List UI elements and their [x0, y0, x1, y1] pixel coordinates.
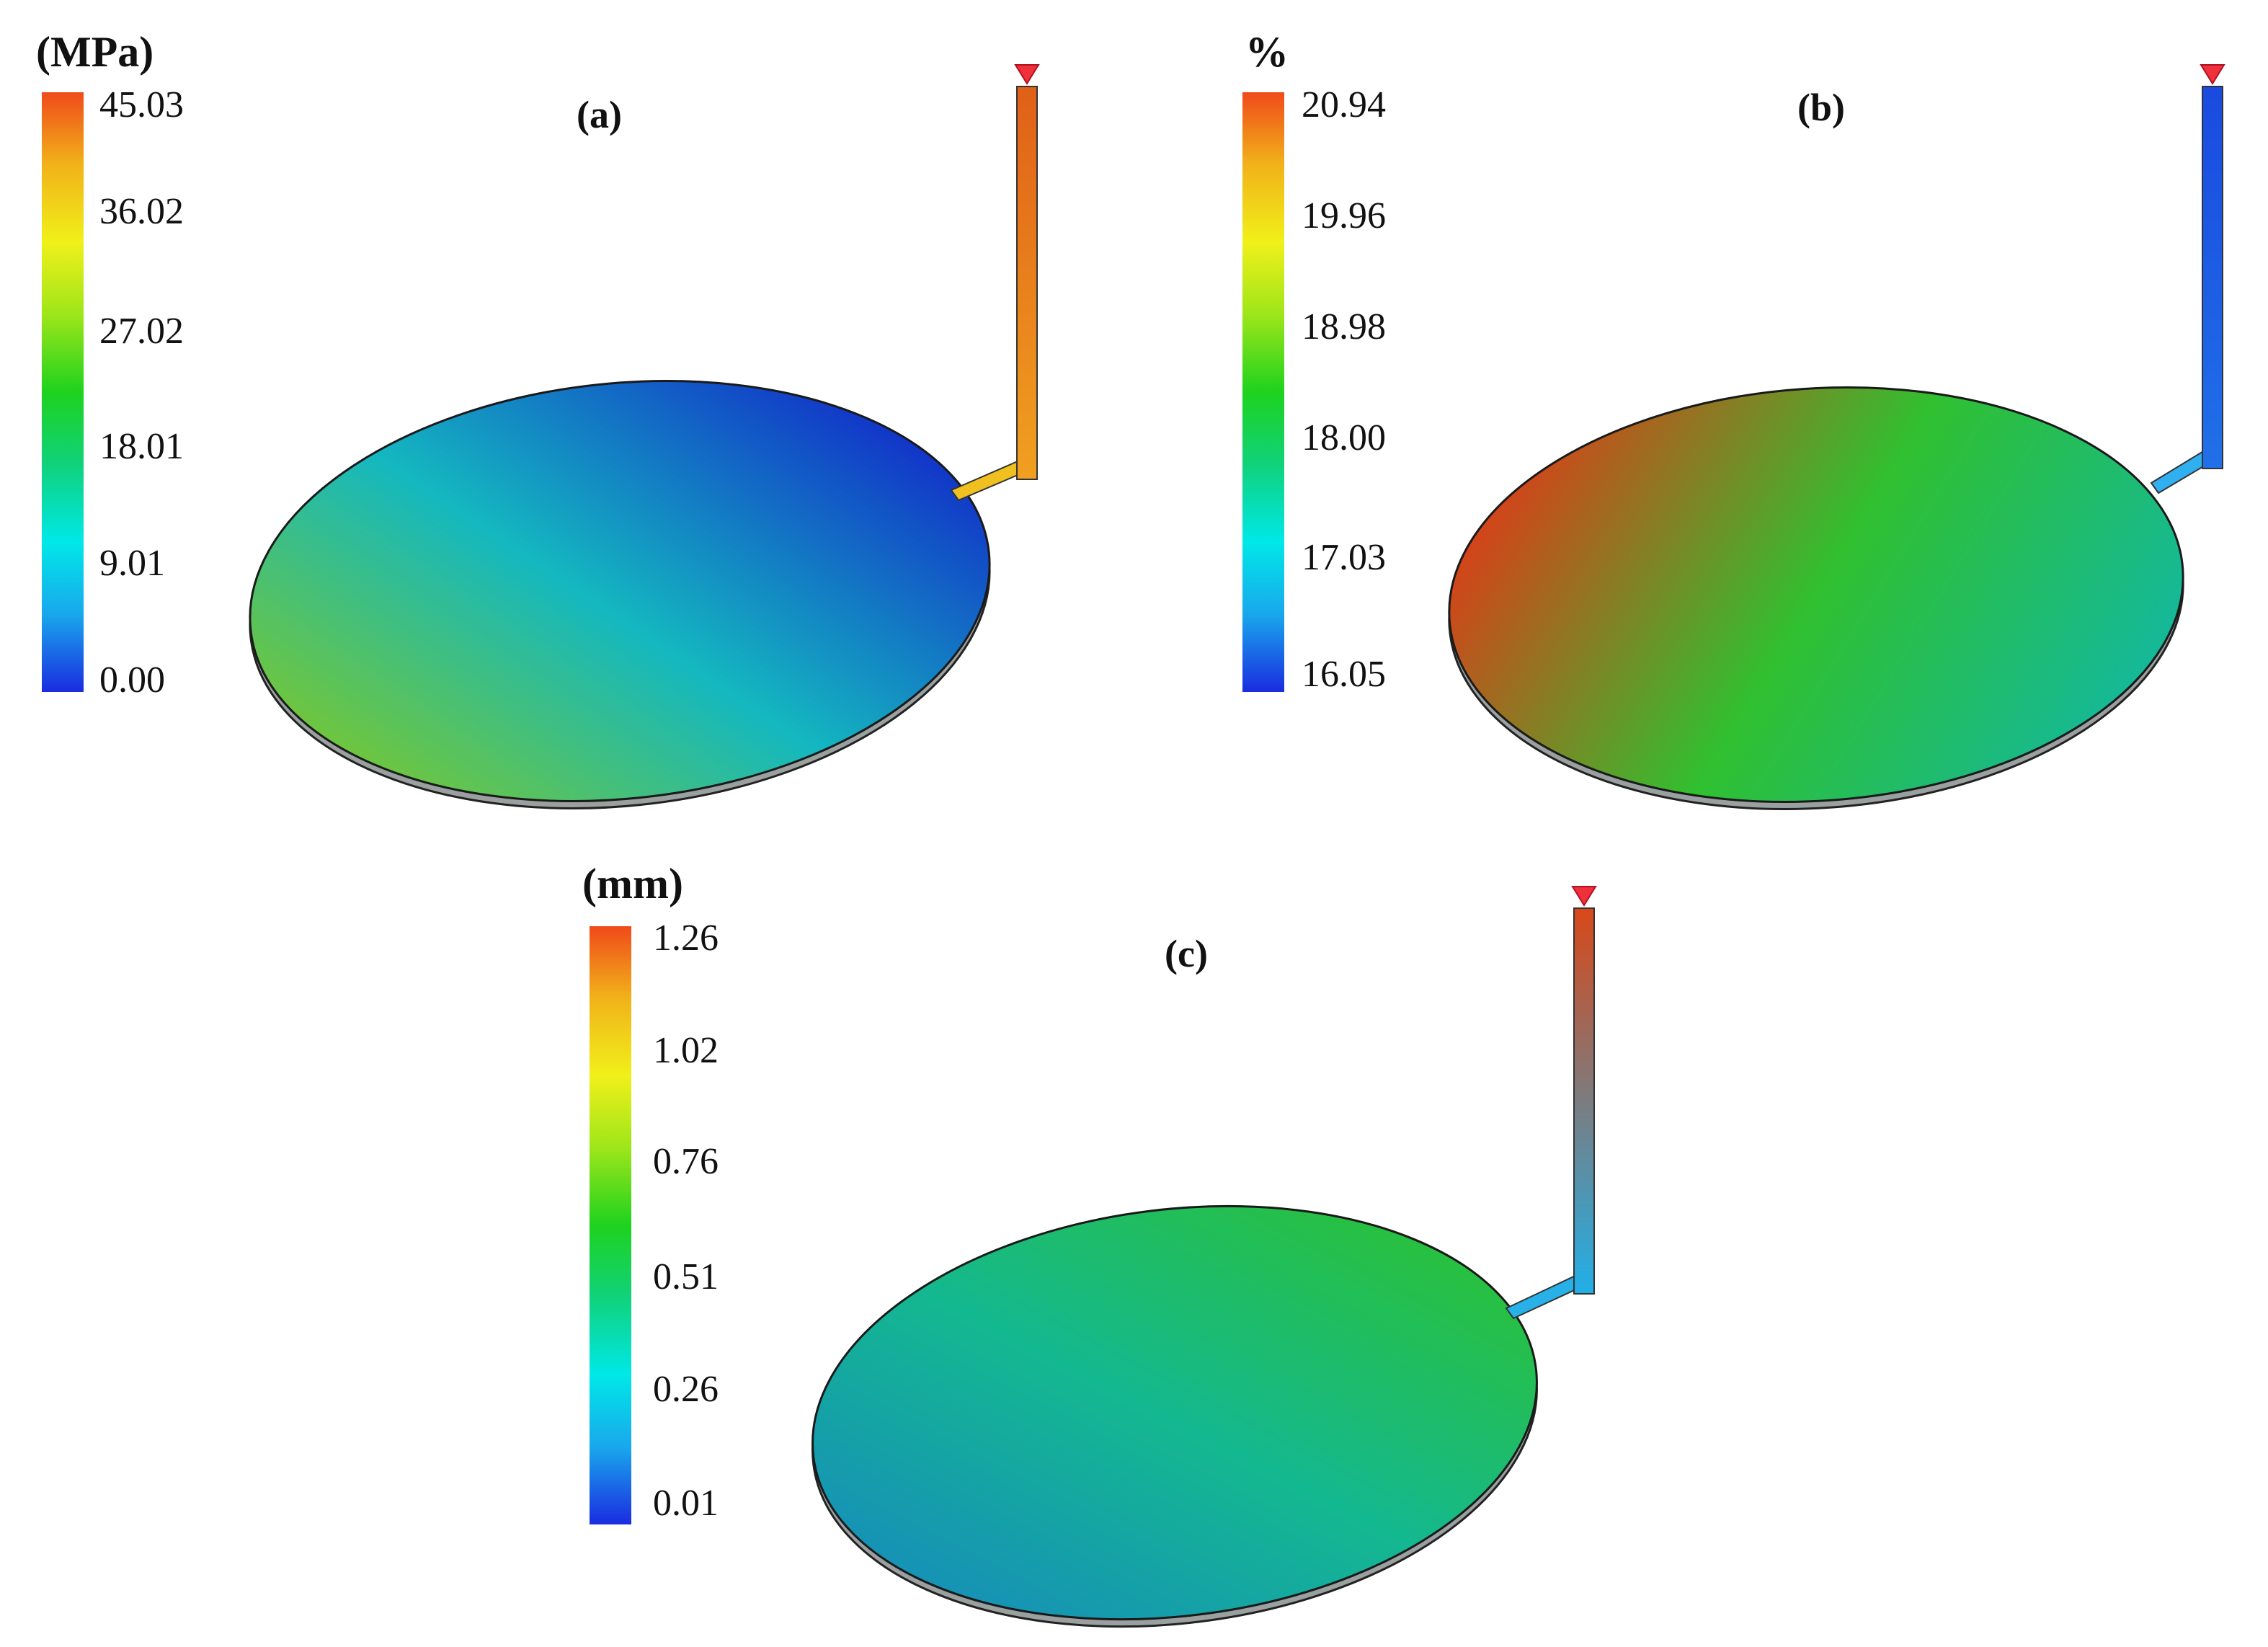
panel-label: (c)	[1165, 932, 1208, 975]
colorbar	[42, 92, 84, 692]
panel-label: (b)	[1797, 86, 1845, 129]
colorbar-tick-label: 16.05	[1302, 654, 1386, 695]
plate-surface	[249, 380, 991, 802]
colorbar-unit-label: (MPa)	[36, 28, 154, 76]
plate-surface	[811, 1204, 1538, 1621]
colorbar	[590, 926, 631, 1524]
colorbar-tick-label: 0.26	[653, 1369, 719, 1410]
molded-part-render	[249, 64, 1040, 809]
colorbar-tick-label: 0.51	[653, 1256, 719, 1297]
injection-point-marker	[1014, 64, 1040, 85]
sprue	[1016, 86, 1038, 480]
colorbar-tick-label: 0.00	[99, 660, 165, 701]
colorbar-unit-label: (mm)	[582, 860, 683, 907]
plate-surface	[1448, 386, 2184, 804]
colorbar-tick-label: 9.01	[99, 543, 165, 584]
sprue	[2202, 86, 2223, 469]
colorbar-tick-label: 18.01	[99, 426, 184, 467]
colorbar-tick-label: 20.94	[1302, 84, 1386, 125]
injection-point-marker	[2200, 64, 2225, 85]
colorbar-tick-label: 1.26	[653, 918, 719, 959]
injection-point-marker	[1571, 886, 1597, 907]
sprue	[1573, 907, 1595, 1295]
colorbar-tick-label: 0.01	[653, 1483, 719, 1524]
colorbar-tick-label: 18.98	[1302, 306, 1386, 347]
colorbar-tick-label: 27.02	[99, 311, 184, 352]
colorbar-tick-label: 19.96	[1302, 195, 1386, 236]
colorbar-unit-label: %	[1245, 28, 1289, 76]
molded-part-render	[1448, 64, 2225, 811]
colorbar-tick-label: 1.02	[653, 1030, 719, 1071]
colorbar-tick-label: 0.76	[653, 1141, 719, 1182]
colorbar	[1242, 92, 1284, 692]
molded-part-render	[811, 886, 1597, 1628]
panel-label: (a)	[577, 93, 622, 136]
colorbar-tick-label: 18.00	[1302, 417, 1386, 458]
colorbar-tick-label: 17.03	[1302, 537, 1386, 578]
colorbar-tick-label: 36.02	[99, 191, 184, 232]
colorbar-tick-label: 45.03	[99, 84, 184, 125]
